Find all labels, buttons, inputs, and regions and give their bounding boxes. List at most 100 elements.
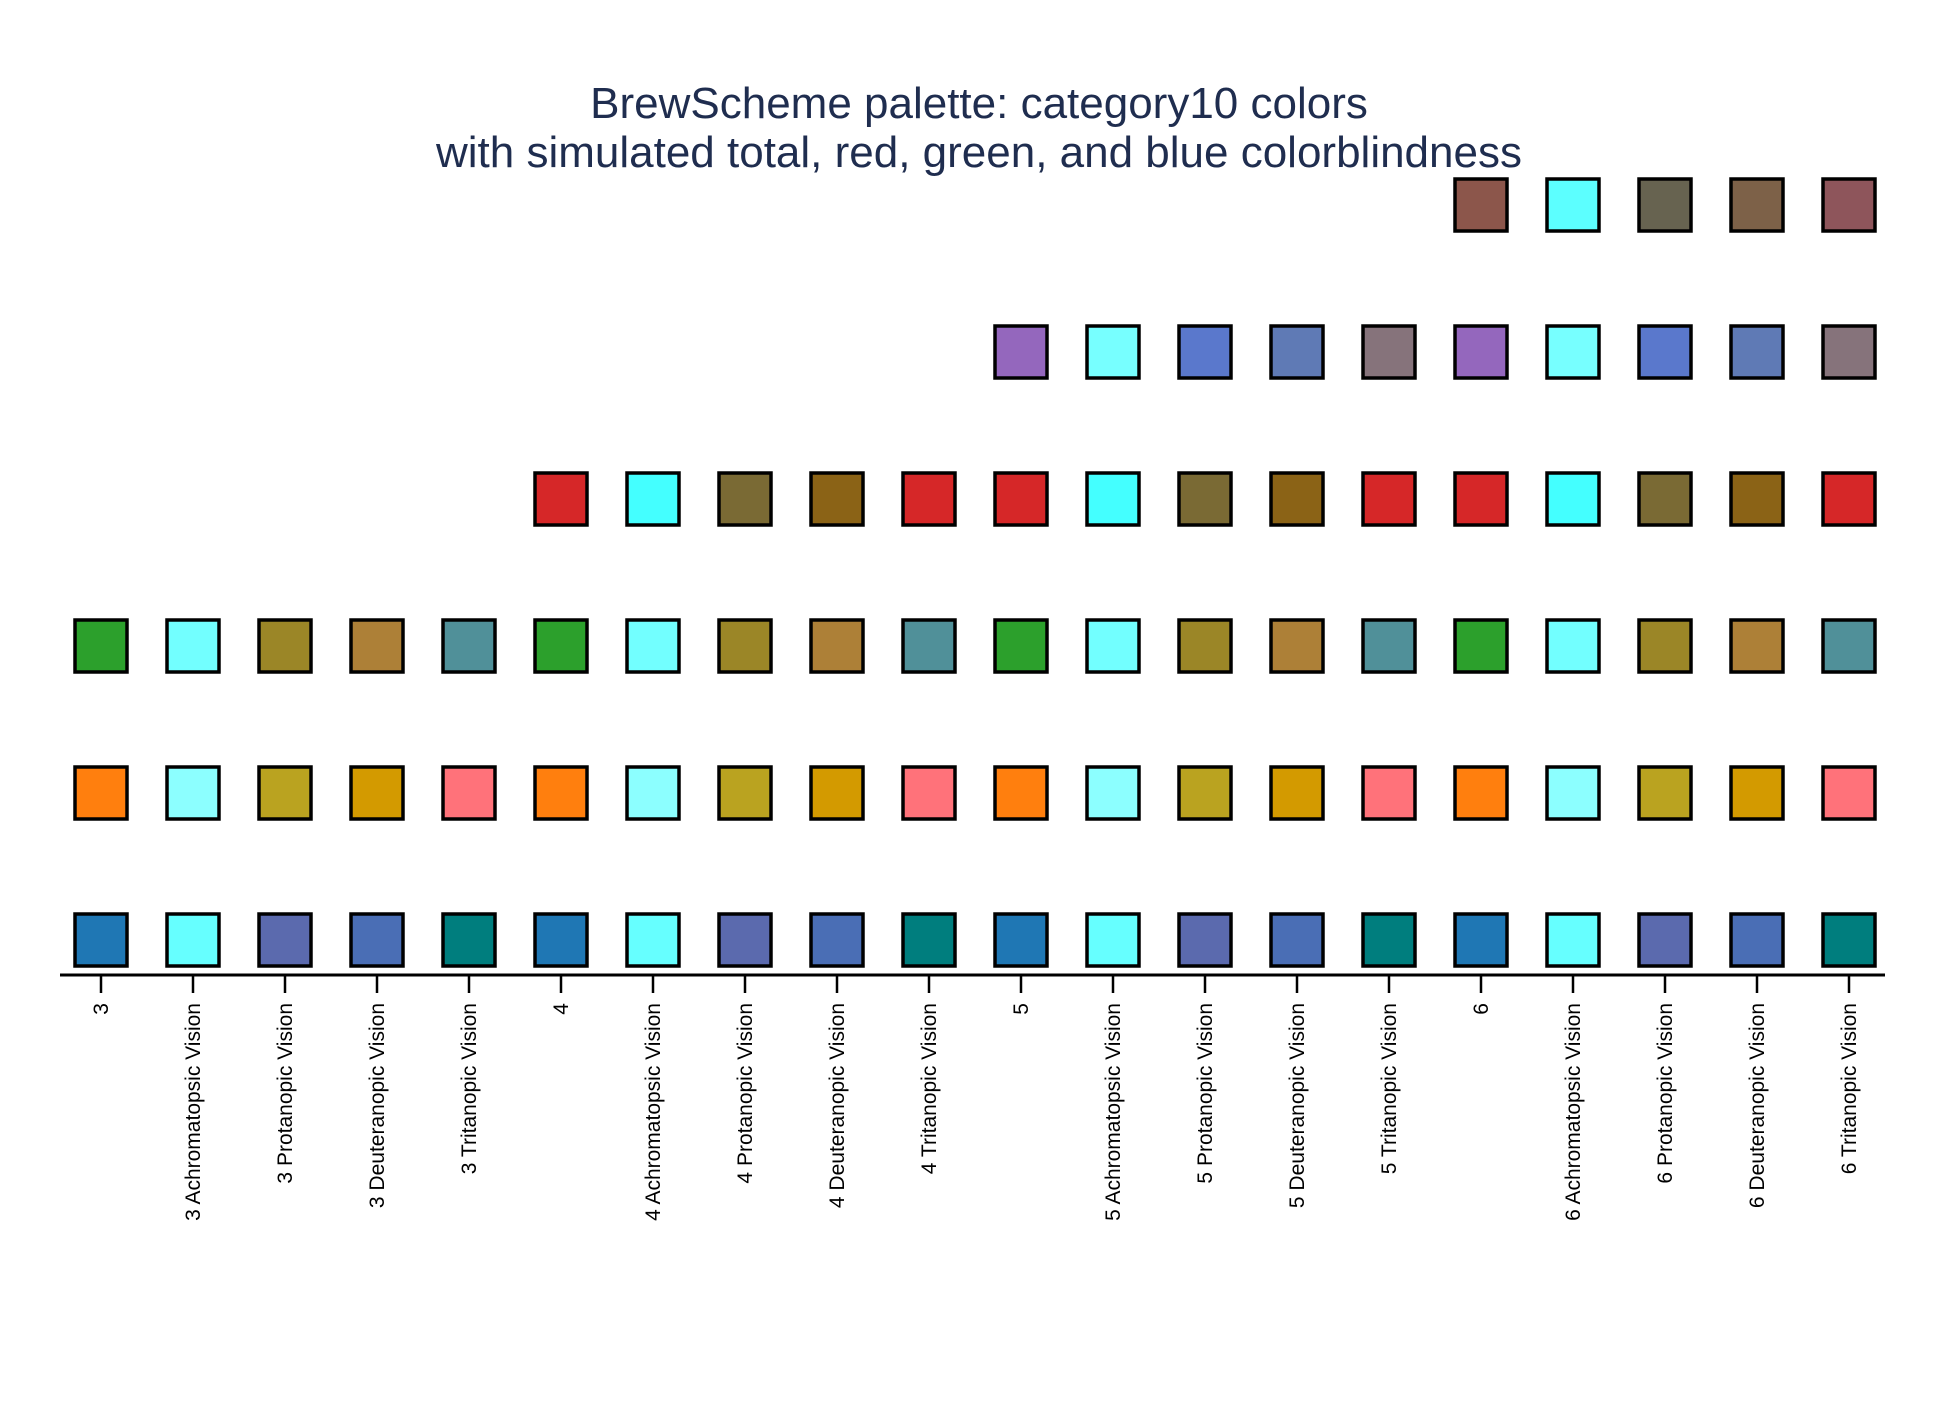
swatch-7-3 (625, 618, 681, 674)
x-tick-label: 6 Deuteranopic Vision (1746, 1003, 1769, 1208)
swatch-12-5 (1085, 324, 1141, 380)
x-tick-label: 4 Tritanopic Vision (918, 1003, 941, 1174)
swatch-13-2 (1177, 765, 1233, 821)
swatch-19-2 (1729, 765, 1785, 821)
swatch-10-2 (901, 765, 957, 821)
swatch-9-2 (809, 765, 865, 821)
x-tick-label: 3 Tritanopic Vision (458, 1003, 481, 1174)
swatch-12-2 (1085, 765, 1141, 821)
swatch-17-4 (1545, 471, 1601, 527)
swatch-13-4 (1177, 471, 1233, 527)
swatch-10-1 (901, 912, 957, 968)
swatch-16-1 (1453, 912, 1509, 968)
x-tick-label: 3 Protanopic Vision (274, 1003, 297, 1184)
swatch-2-3 (165, 618, 221, 674)
swatch-20-6 (1821, 177, 1877, 233)
swatch-13-1 (1177, 912, 1233, 968)
swatch-9-3 (809, 618, 865, 674)
swatch-14-2 (1269, 765, 1325, 821)
x-tick-label: 5 Deuteranopic Vision (1286, 1003, 1309, 1208)
swatch-11-1 (993, 912, 1049, 968)
x-tick-label: 5 (1010, 1003, 1033, 1015)
swatch-4-3 (349, 618, 405, 674)
x-tick-label: 3 Deuteranopic Vision (366, 1003, 389, 1208)
x-tick-label: 6 Protanopic Vision (1654, 1003, 1677, 1184)
swatch-5-1 (441, 912, 497, 968)
swatch-1-3 (73, 618, 129, 674)
swatch-16-6 (1453, 177, 1509, 233)
x-tick-label: 6 Achromatopsic Vision (1562, 1003, 1585, 1221)
swatch-8-4 (717, 471, 773, 527)
swatch-7-1 (625, 912, 681, 968)
swatch-16-3 (1453, 618, 1509, 674)
swatch-12-3 (1085, 618, 1141, 674)
x-tick-label: 4 Achromatopsic Vision (642, 1003, 665, 1221)
swatch-16-4 (1453, 471, 1509, 527)
swatch-14-3 (1269, 618, 1325, 674)
swatch-9-1 (809, 912, 865, 968)
chart-title: BrewScheme palette: category10 colors (590, 79, 1368, 128)
swatch-1-2 (73, 765, 129, 821)
swatch-18-3 (1637, 618, 1693, 674)
swatch-10-4 (901, 471, 957, 527)
swatch-19-4 (1729, 471, 1785, 527)
swatch-3-1 (257, 912, 313, 968)
swatch-18-4 (1637, 471, 1693, 527)
x-tick-label: 4 Protanopic Vision (734, 1003, 757, 1184)
swatch-1-1 (73, 912, 129, 968)
swatch-11-5 (993, 324, 1049, 380)
swatch-20-2 (1821, 765, 1877, 821)
x-tick-label: 4 Deuteranopic Vision (826, 1003, 849, 1208)
swatch-20-4 (1821, 471, 1877, 527)
swatch-12-4 (1085, 471, 1141, 527)
swatch-18-1 (1637, 912, 1693, 968)
swatch-11-3 (993, 618, 1049, 674)
x-tick-label: 4 (550, 1003, 573, 1015)
swatch-2-1 (165, 912, 221, 968)
swatch-17-5 (1545, 324, 1601, 380)
swatch-marks (73, 177, 1877, 968)
swatch-11-4 (993, 471, 1049, 527)
x-tick-label: 6 (1470, 1003, 1493, 1015)
swatch-8-2 (717, 765, 773, 821)
swatch-6-2 (533, 765, 589, 821)
swatch-2-2 (165, 765, 221, 821)
swatch-17-2 (1545, 765, 1601, 821)
swatch-15-4 (1361, 471, 1417, 527)
swatch-15-3 (1361, 618, 1417, 674)
swatch-7-2 (625, 765, 681, 821)
swatch-17-3 (1545, 618, 1601, 674)
swatch-19-3 (1729, 618, 1785, 674)
swatch-8-3 (717, 618, 773, 674)
swatch-20-1 (1821, 912, 1877, 968)
swatch-18-6 (1637, 177, 1693, 233)
swatch-20-5 (1821, 324, 1877, 380)
swatch-20-3 (1821, 618, 1877, 674)
swatch-7-4 (625, 471, 681, 527)
swatch-15-5 (1361, 324, 1417, 380)
swatch-3-3 (257, 618, 313, 674)
swatch-18-5 (1637, 324, 1693, 380)
swatch-5-3 (441, 618, 497, 674)
swatch-9-4 (809, 471, 865, 527)
swatch-8-1 (717, 912, 773, 968)
swatch-19-5 (1729, 324, 1785, 380)
swatch-4-2 (349, 765, 405, 821)
swatch-4-1 (349, 912, 405, 968)
x-tick-label: 5 Tritanopic Vision (1378, 1003, 1401, 1174)
swatch-16-5 (1453, 324, 1509, 380)
swatch-3-2 (257, 765, 313, 821)
swatch-14-5 (1269, 324, 1325, 380)
swatch-5-2 (441, 765, 497, 821)
swatch-12-1 (1085, 912, 1141, 968)
swatch-15-1 (1361, 912, 1417, 968)
swatch-14-1 (1269, 912, 1325, 968)
swatch-17-1 (1545, 912, 1601, 968)
swatch-18-2 (1637, 765, 1693, 821)
x-tick-label: 6 Tritanopic Vision (1838, 1003, 1861, 1174)
x-axis-ticks: 3 3 Achromatopsic Vision 3 Protanopic Visi… (90, 976, 1861, 1221)
x-tick-label: 5 Achromatopsic Vision (1102, 1003, 1125, 1221)
swatch-6-3 (533, 618, 589, 674)
swatch-6-1 (533, 912, 589, 968)
